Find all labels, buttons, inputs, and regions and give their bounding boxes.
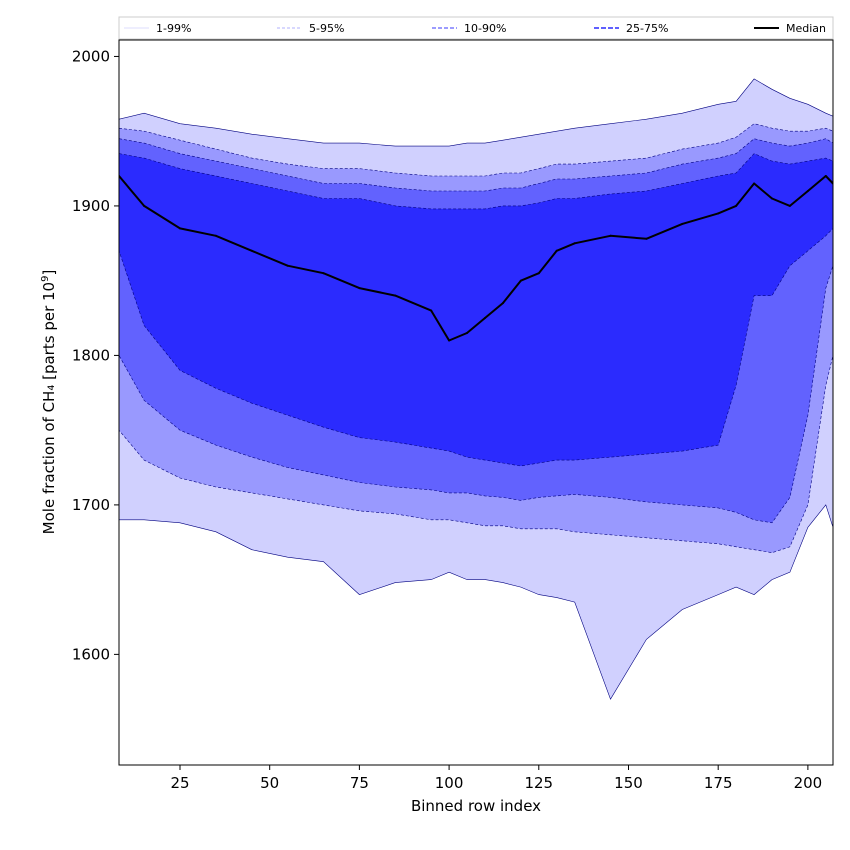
median-point bbox=[214, 234, 217, 237]
median-point bbox=[681, 222, 684, 225]
legend-box bbox=[118, 16, 834, 40]
median-point bbox=[358, 287, 361, 290]
plot-frame bbox=[118, 39, 834, 766]
median-point bbox=[735, 204, 738, 207]
y-tick-label: 1700 bbox=[72, 496, 110, 514]
median-point bbox=[573, 242, 576, 245]
legend-label: 1-99% bbox=[156, 22, 191, 35]
y-axis-ticks: 1600 1700 1800 1900 2000 bbox=[72, 47, 119, 663]
legend-label: 10-90% bbox=[464, 22, 506, 35]
y-axis-label: Mole fraction of CH₄ [parts per 109] bbox=[40, 270, 58, 535]
band-25-75 bbox=[119, 153, 833, 467]
median-point bbox=[286, 264, 289, 267]
median-point bbox=[555, 249, 558, 252]
x-axis-label: Binned row index bbox=[411, 797, 541, 815]
median-point bbox=[519, 279, 522, 282]
median-point bbox=[430, 309, 433, 312]
median-point bbox=[448, 339, 451, 342]
x-tick-label: 50 bbox=[260, 774, 279, 792]
legend: 1-99% 5-95% 10-90% 25-75% Median bbox=[118, 16, 834, 40]
legend-label: 25-75% bbox=[626, 22, 668, 35]
percentile-bands bbox=[119, 78, 833, 700]
median-point bbox=[179, 227, 181, 230]
median-point bbox=[806, 190, 809, 192]
median-point bbox=[466, 332, 468, 334]
x-tick-label: 200 bbox=[794, 774, 823, 792]
y-tick-label: 1600 bbox=[72, 645, 110, 663]
median-point bbox=[322, 272, 325, 275]
median-point bbox=[753, 182, 756, 185]
x-tick-label: 175 bbox=[704, 774, 733, 792]
legend-label: Median bbox=[786, 22, 826, 35]
y-tick-label: 1800 bbox=[72, 346, 110, 364]
y-axis-label-main: Mole fraction of CH₄ [parts per 10 bbox=[40, 282, 58, 534]
x-tick-label: 25 bbox=[170, 774, 189, 792]
legend-label: 5-95% bbox=[309, 22, 344, 35]
median-point bbox=[609, 234, 612, 237]
median-point bbox=[717, 212, 720, 215]
x-axis-ticks: 25 50 75 100 125 150 175 200 bbox=[170, 765, 822, 792]
x-tick-label: 125 bbox=[524, 774, 553, 792]
median-point bbox=[645, 237, 648, 240]
y-axis-label-tail: ] bbox=[40, 270, 58, 276]
median-point bbox=[501, 302, 504, 305]
median-point bbox=[824, 175, 827, 177]
x-tick-label: 100 bbox=[435, 774, 464, 792]
median-point bbox=[484, 317, 486, 319]
median-point bbox=[788, 204, 791, 207]
median-point bbox=[771, 197, 773, 200]
y-tick-label: 1900 bbox=[72, 197, 110, 215]
median-point bbox=[394, 294, 397, 297]
median-point bbox=[537, 272, 540, 275]
y-tick-label: 2000 bbox=[72, 47, 110, 65]
y-axis-label-superscript: 9 bbox=[40, 276, 51, 282]
x-tick-label: 75 bbox=[350, 774, 369, 792]
median-point bbox=[250, 249, 253, 252]
median-point bbox=[143, 204, 146, 207]
x-tick-label: 150 bbox=[614, 774, 643, 792]
